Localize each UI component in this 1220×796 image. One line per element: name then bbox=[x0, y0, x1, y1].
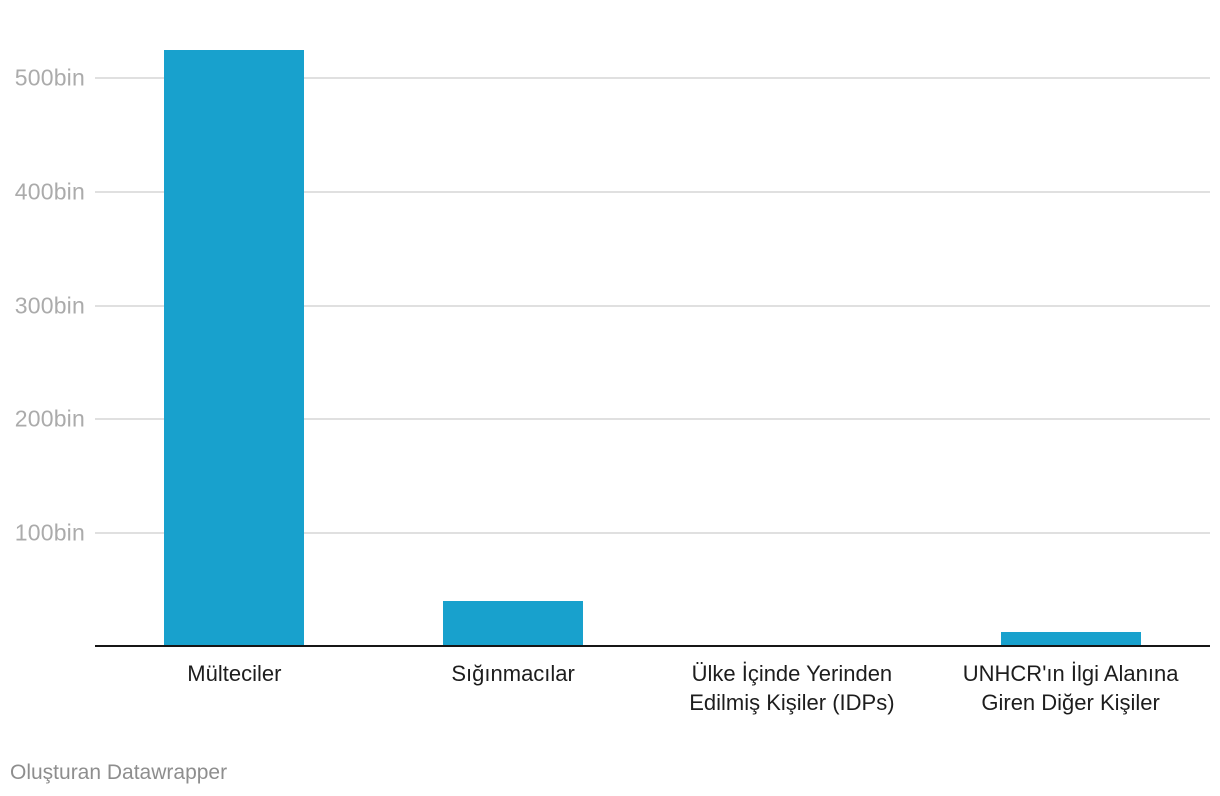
y-tick-label: 300bin bbox=[14, 292, 85, 319]
x-axis-label: Ülke İçinde Yerinden Edilmiş Kişiler (IDP… bbox=[689, 661, 895, 715]
gridline bbox=[95, 304, 1210, 307]
bar-1[interactable] bbox=[164, 49, 305, 647]
attribution-text[interactable]: Oluşturan Datawrapper bbox=[10, 761, 228, 784]
y-tick-label: 500bin bbox=[14, 64, 85, 91]
gridline bbox=[95, 77, 1210, 79]
bar-2[interactable] bbox=[443, 601, 584, 647]
y-tick-label: 100bin bbox=[14, 519, 85, 546]
gridline bbox=[95, 418, 1210, 421]
gridline bbox=[95, 190, 1210, 193]
y-tick-label: 200bin bbox=[14, 405, 85, 432]
chart-footer: Oluşturan Datawrapper bbox=[10, 761, 227, 785]
x-axis-label: Mülteciler bbox=[187, 661, 282, 686]
x-axis-label: UNHCR'ın İlgi Alanına Giren Diğer Kişiler bbox=[962, 661, 1179, 715]
plot-area: 100bin 200bin 300bin 400bin 500bin bbox=[14, 49, 1210, 647]
x-axis-line bbox=[95, 645, 1210, 647]
gridline bbox=[95, 532, 1210, 535]
y-tick-label: 400bin bbox=[14, 178, 85, 205]
bar-4[interactable] bbox=[1000, 632, 1141, 647]
x-axis-label: Sığınmacılar bbox=[451, 661, 575, 686]
